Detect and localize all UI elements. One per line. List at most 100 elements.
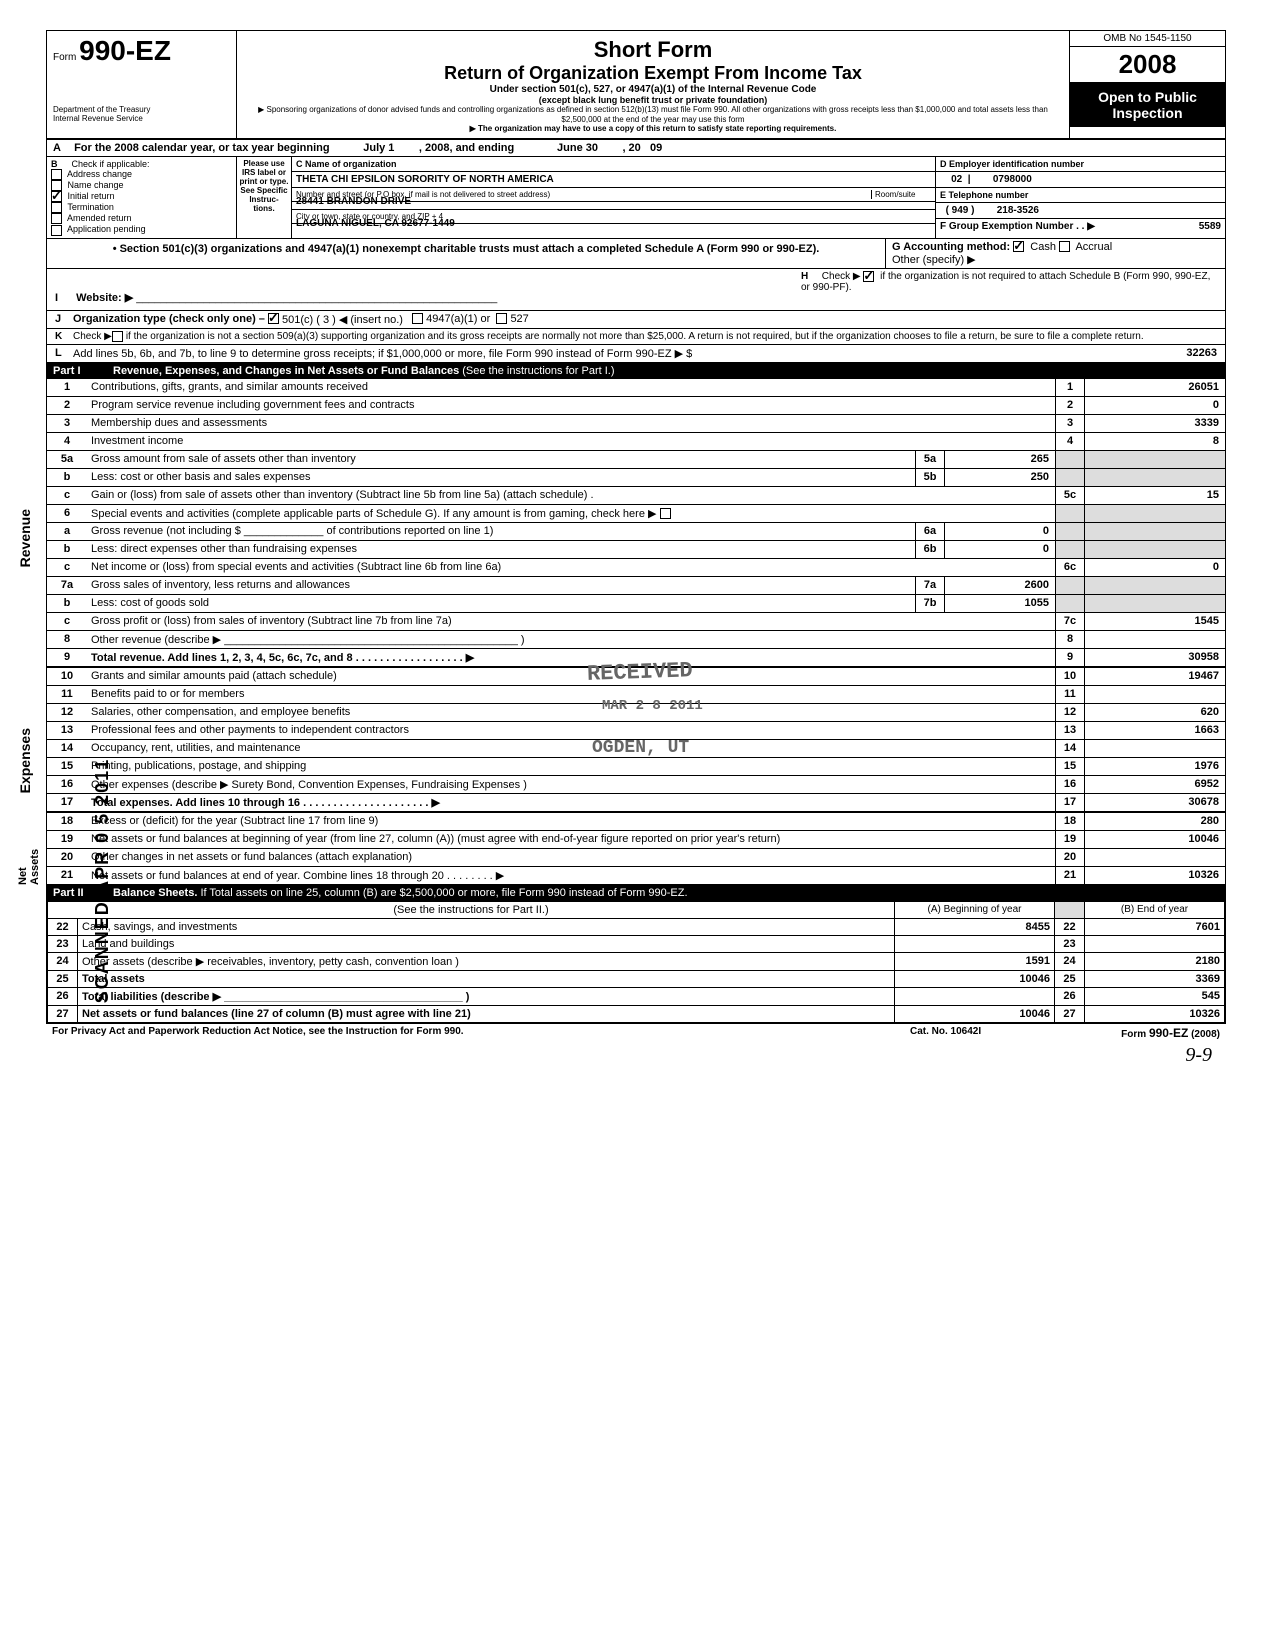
line9-text: Total revenue. Add lines 1, 2, 3, 4, 5c,… xyxy=(87,649,1055,666)
title-satisfy: ▶ The organization may have to use a cop… xyxy=(245,124,1061,134)
line23-b xyxy=(1085,935,1225,952)
line12-val: 620 xyxy=(1085,704,1225,721)
line7a-val: 2600 xyxy=(945,577,1055,594)
chk-501c[interactable] xyxy=(268,313,279,324)
line22-text: Cash, savings, and investments xyxy=(78,918,895,935)
line21-text: Net assets or fund balances at end of ye… xyxy=(87,867,1055,884)
line3-val: 3339 xyxy=(1085,415,1225,432)
phone-value: ( 949 ) 218-3526 xyxy=(936,203,1225,219)
line6-text: Special events and activities (complete … xyxy=(87,505,1055,522)
line7b-text: Less: cost of goods sold xyxy=(87,595,915,612)
line21-val: 10326 xyxy=(1085,867,1225,884)
line3-text: Membership dues and assessments xyxy=(87,415,1055,432)
col-a-header: (A) Beginning of year xyxy=(895,901,1055,918)
chk-schedule-b[interactable] xyxy=(863,271,874,282)
line24-b: 2180 xyxy=(1085,952,1225,970)
revenue-side-label: Revenue xyxy=(17,509,33,567)
group-exemption-value: 5589 xyxy=(1199,221,1221,232)
form-number: Form 990-EZ xyxy=(53,35,230,67)
city-state-zip: LAGUNA NIGUEL, CA 92677-1449 xyxy=(292,206,935,231)
footer-privacy: For Privacy Act and Paperwork Reduction … xyxy=(52,1026,910,1040)
line14-text: Occupancy, rent, utilities, and maintena… xyxy=(87,740,1055,757)
line25-text: Total assets xyxy=(78,970,895,987)
chk-accrual[interactable] xyxy=(1059,241,1070,252)
label-group-exemption: F Group Exemption Number . . ▶ xyxy=(940,221,1199,232)
chk-gaming[interactable] xyxy=(660,508,671,519)
chk-initial-return[interactable] xyxy=(51,191,62,202)
attach-schedule-a: • Section 501(c)(3) organizations and 49… xyxy=(47,239,885,268)
col-b-header: (B) End of year xyxy=(1085,901,1225,918)
letter-j: J xyxy=(55,313,73,326)
omb-number: OMB No 1545-1150 xyxy=(1070,31,1225,47)
dept-treasury: Department of the Treasury xyxy=(53,105,230,114)
line18-val: 280 xyxy=(1085,813,1225,830)
line9-val: 30958 xyxy=(1085,649,1225,666)
line19-val: 10046 xyxy=(1085,831,1225,848)
footer-form: Form 990-EZ (2008) xyxy=(1060,1026,1220,1040)
part2-header: Part II Balance Sheets. If Total assets … xyxy=(47,885,1225,901)
title-short-form: Short Form xyxy=(245,37,1061,63)
chk-termination[interactable] xyxy=(51,202,62,213)
part2-see: (See the instructions for Part II.) xyxy=(48,901,895,918)
line5c-text: Gain or (loss) from sale of assets other… xyxy=(87,487,1055,504)
line5b-text: Less: cost or other basis and sales expe… xyxy=(87,469,915,486)
form-990ez: Form 990-EZ Department of the Treasury I… xyxy=(46,30,1226,1024)
chk-527[interactable] xyxy=(496,313,507,324)
line8-text: Other revenue (describe ▶ ______________… xyxy=(87,631,1055,648)
section-b-checkboxes: B Check if applicable: Address change Na… xyxy=(47,157,237,238)
title-except: (except black lung benefit trust or priv… xyxy=(245,95,1061,105)
line24-a: 1591 xyxy=(895,952,1055,970)
line20-val xyxy=(1085,849,1225,866)
open-to-public: Open to Public Inspection xyxy=(1070,83,1225,127)
chk-509a3[interactable] xyxy=(112,331,123,342)
label-phone: E Telephone number xyxy=(936,188,1225,203)
line26-b: 545 xyxy=(1085,987,1225,1005)
line6a-val: 0 xyxy=(945,523,1055,540)
line26-text: Total liabilities (describe ▶ __________… xyxy=(78,987,895,1005)
chk-4947[interactable] xyxy=(412,313,423,324)
line2-text: Program service revenue including govern… xyxy=(87,397,1055,414)
section-h: H Check ▶ if the organization is not req… xyxy=(795,269,1225,310)
title-return: Return of Organization Exempt From Incom… xyxy=(245,63,1061,84)
line18-text: Excess or (deficit) for the year (Subtra… xyxy=(87,813,1055,830)
line1-text: Contributions, gifts, grants, and simila… xyxy=(87,379,1055,396)
line7b-val: 1055 xyxy=(945,595,1055,612)
line22-a: 8455 xyxy=(895,918,1055,935)
line6c-text: Net income or (loss) from special events… xyxy=(87,559,1055,576)
section-g-accounting: G Accounting method: Cash Accrual Other … xyxy=(885,239,1225,268)
line15-text: Printing, publications, postage, and shi… xyxy=(87,758,1055,775)
line12-text: Salaries, other compensation, and employ… xyxy=(87,704,1055,721)
label-ein: D Employer identification number xyxy=(936,157,1225,172)
gross-receipts: 32263 xyxy=(1186,347,1217,360)
line13-text: Professional fees and other payments to … xyxy=(87,722,1055,739)
chk-cash[interactable] xyxy=(1013,241,1024,252)
line27-text: Net assets or fund balances (line 27 of … xyxy=(78,1005,895,1022)
line17-val: 30678 xyxy=(1085,794,1225,811)
chk-amended[interactable] xyxy=(51,213,62,224)
chk-pending[interactable] xyxy=(51,225,62,236)
letter-i: I xyxy=(55,292,73,304)
label-org-name: C Name of organization xyxy=(296,159,397,169)
line7c-val: 1545 xyxy=(1085,613,1225,630)
line1-val: 26051 xyxy=(1085,379,1225,396)
label-room: Room/suite xyxy=(871,190,931,199)
line22-b: 7601 xyxy=(1085,918,1225,935)
line6b-val: 0 xyxy=(945,541,1055,558)
line27-b: 10326 xyxy=(1085,1005,1225,1022)
ein-value: 02 | 0798000 xyxy=(936,172,1225,188)
expenses-side-label: Expenses xyxy=(17,728,33,793)
chk-address-change[interactable] xyxy=(51,169,62,180)
line19-text: Net assets or fund balances at beginning… xyxy=(87,831,1055,848)
title-under: Under section 501(c), 527, or 4947(a)(1)… xyxy=(245,84,1061,95)
irs: Internal Revenue Service xyxy=(53,114,230,123)
line10-val: 19467 xyxy=(1085,668,1225,685)
line7a-text: Gross sales of inventory, less returns a… xyxy=(87,577,915,594)
line5b-val: 250 xyxy=(945,469,1055,486)
handwritten-note: 9-9 xyxy=(1185,1044,1212,1067)
line25-b: 3369 xyxy=(1085,970,1225,987)
line17-text: Total expenses. Add lines 10 through 16 … xyxy=(87,794,1055,811)
title-sponsor: ▶ Sponsoring organizations of donor advi… xyxy=(245,105,1061,124)
line23-a xyxy=(895,935,1055,952)
line5a-text: Gross amount from sale of assets other t… xyxy=(87,451,915,468)
line23-text: Land and buildings xyxy=(78,935,895,952)
